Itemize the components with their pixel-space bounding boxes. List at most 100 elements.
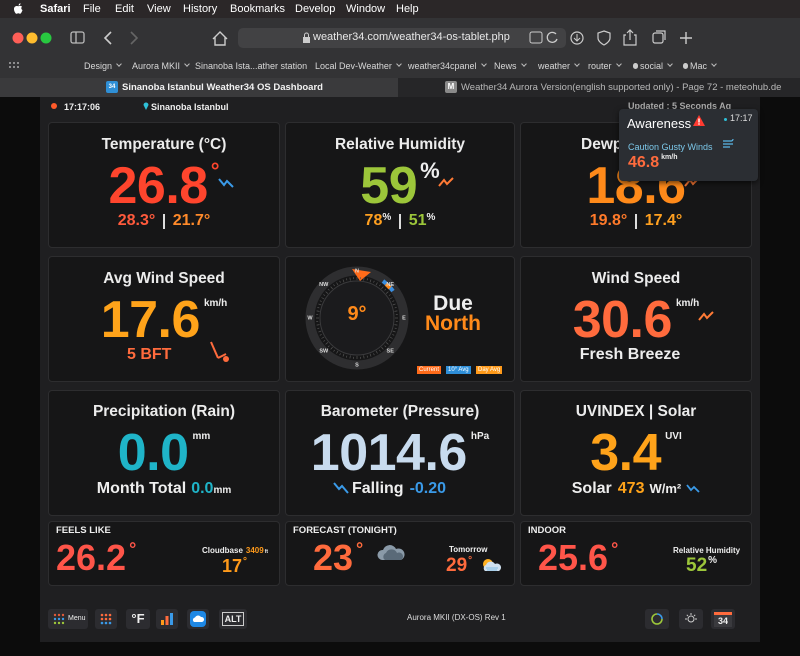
value-row: 26.2 ° xyxy=(56,539,136,577)
value-row: 30.6 km/h xyxy=(520,294,752,346)
menu-item[interactable]: Develop xyxy=(295,3,336,15)
active-tab[interactable] xyxy=(0,78,398,97)
menu-item[interactable]: File xyxy=(83,3,101,15)
refresh-button[interactable] xyxy=(645,609,669,629)
compass-tick xyxy=(379,284,381,287)
light-button[interactable] xyxy=(679,609,703,629)
bookmark[interactable]: News xyxy=(494,61,527,71)
compass-point: N xyxy=(355,268,359,274)
value-row: 3.4 UVI xyxy=(520,427,752,479)
cloudbase-temp-row: 17 ° xyxy=(222,556,247,577)
forward-button[interactable] xyxy=(130,31,139,45)
wind-speed-card[interactable] xyxy=(520,256,752,382)
feels-like-card[interactable] xyxy=(48,521,280,586)
bookmark[interactable]: router xyxy=(588,61,622,71)
menu-item[interactable]: Bookmarks xyxy=(230,3,286,15)
compass-tick xyxy=(384,345,387,348)
compass-tick xyxy=(389,336,393,339)
bookmark[interactable]: Mac xyxy=(683,61,717,71)
close-button[interactable] xyxy=(12,32,24,44)
tab-title[interactable]: Sinanoba Istanbul Weather34 OS Dashboard xyxy=(122,82,323,93)
apple-logo[interactable] xyxy=(13,3,24,15)
bookmark[interactable]: Sinanoba Ista...ather station xyxy=(195,61,308,71)
indoor-value: 25.6 xyxy=(538,537,609,578)
uv-card[interactable] xyxy=(520,390,752,516)
alt-button[interactable] xyxy=(219,609,247,629)
barometer-card[interactable] xyxy=(285,390,515,516)
trend-icon xyxy=(698,311,714,321)
chevron xyxy=(711,61,717,67)
menu-item[interactable]: Edit xyxy=(115,3,134,15)
zoom-button[interactable] xyxy=(40,32,52,44)
compass-tick xyxy=(394,310,398,312)
menu-item[interactable]: History xyxy=(183,3,218,15)
compass-tick xyxy=(333,284,335,287)
unit: UVI xyxy=(665,431,682,442)
reload-button[interactable] xyxy=(546,31,558,43)
sidebar-button[interactable] xyxy=(70,31,85,44)
url[interactable]: weather34.com/weather34-os-tablet.php xyxy=(313,31,510,43)
compass-tick xyxy=(373,280,375,283)
menu-item[interactable]: View xyxy=(147,3,171,15)
apple-icon xyxy=(633,63,638,69)
bookmark[interactable]: weather34cpanel xyxy=(408,61,487,71)
back-button[interactable] xyxy=(103,31,112,45)
minimize-button[interactable] xyxy=(26,32,38,44)
home-button[interactable] xyxy=(212,31,228,46)
total: 0.0 xyxy=(191,480,214,497)
wind-speed-value: 30.6 xyxy=(572,291,673,349)
privacy-button[interactable] xyxy=(597,30,611,46)
rain-card[interactable] xyxy=(48,390,280,516)
avg-wind-card[interactable] xyxy=(48,256,280,382)
alert-message: Caution Gusty Winds xyxy=(628,142,713,152)
compass-tick xyxy=(363,355,365,359)
app-menu[interactable]: Safari xyxy=(40,3,71,15)
high: 19.8° xyxy=(589,212,628,229)
forecast-value: 23 xyxy=(313,537,354,578)
tabs-button[interactable] xyxy=(652,30,666,44)
alert-title: Awareness xyxy=(627,116,692,131)
unit: ft xyxy=(264,549,269,555)
bookmark[interactable]: Design xyxy=(84,61,122,71)
updated: Updated : 5 Seconds Ag xyxy=(628,101,732,111)
trend-icon xyxy=(438,177,454,187)
downloads-button[interactable] xyxy=(570,31,584,45)
card-title: Avg Wind Speed xyxy=(103,270,225,287)
alert-popup[interactable] xyxy=(619,109,758,181)
refresh-icon xyxy=(651,613,663,625)
compass-tick xyxy=(336,350,339,354)
bookmark[interactable]: social xyxy=(633,61,673,71)
unit: % xyxy=(420,158,440,183)
share-button[interactable] xyxy=(623,29,637,46)
cloud-app-icon xyxy=(190,611,206,627)
unit: % xyxy=(708,555,718,566)
indoor-card[interactable] xyxy=(520,521,752,586)
compass-tick xyxy=(379,349,381,352)
bookmark[interactable]: weather xyxy=(538,61,580,71)
tomorrow-row: 29 ° xyxy=(446,555,472,577)
menu-item[interactable]: Help xyxy=(396,3,419,15)
total-row: Month Total 0.0 mm xyxy=(48,480,280,498)
translate-icon[interactable] xyxy=(529,31,543,44)
compass-point: SE xyxy=(387,349,395,355)
lock-icon xyxy=(303,32,310,43)
trend-icon xyxy=(684,177,700,187)
trend-icon xyxy=(686,484,700,493)
compass-tick xyxy=(373,353,375,356)
light-icon xyxy=(685,613,697,623)
new-tab-button[interactable] xyxy=(680,32,692,44)
compass-tick xyxy=(325,342,329,345)
units-button[interactable] xyxy=(126,609,150,629)
compass-tick xyxy=(342,353,345,357)
bookmark[interactable]: Aurora MKII xyxy=(132,61,190,71)
compass-tick xyxy=(385,342,389,345)
chevron xyxy=(574,61,580,67)
address-bar[interactable] xyxy=(238,28,566,48)
menu-item[interactable]: Window xyxy=(346,3,386,15)
menu-button[interactable] xyxy=(48,609,88,629)
bookmarks-grid-icon[interactable] xyxy=(9,62,21,70)
range-row: 28.3° 21.7° xyxy=(48,212,280,230)
bookmark[interactable]: Local Dev-Weather xyxy=(315,61,402,71)
clock: 17:17:06 xyxy=(64,102,101,112)
tab-title[interactable]: Weather34 Aurora Version(english support… xyxy=(461,82,782,93)
